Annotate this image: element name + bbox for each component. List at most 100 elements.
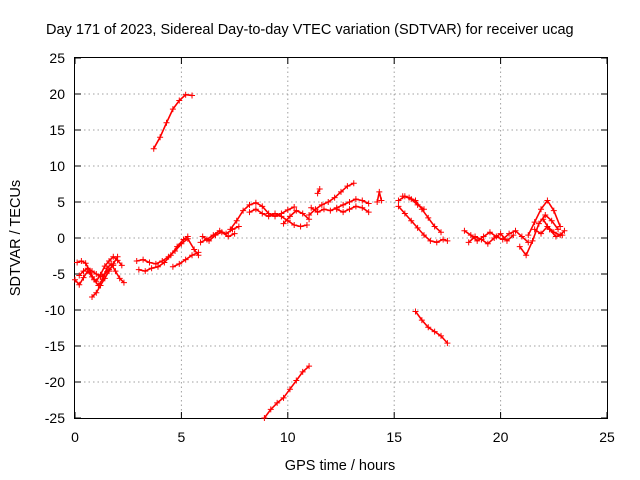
data-point <box>395 203 402 210</box>
data-point <box>365 200 372 207</box>
data-point <box>325 199 332 205</box>
data-point <box>120 279 127 286</box>
series-line <box>468 232 514 245</box>
data-point <box>106 266 113 273</box>
data-point <box>531 226 538 233</box>
data-point <box>152 260 159 267</box>
series-line <box>414 310 448 344</box>
data-point <box>189 92 196 99</box>
data-point <box>314 190 321 197</box>
data-point <box>293 207 300 214</box>
data-point <box>195 249 202 256</box>
data-point <box>338 188 344 195</box>
data-point <box>112 268 119 275</box>
y-tick-label: 15 <box>49 122 65 138</box>
series-arc-16 <box>333 203 372 216</box>
data-point <box>548 217 555 224</box>
x-tick-label: 15 <box>386 429 402 445</box>
data-point <box>146 259 153 266</box>
series-arc-11 <box>227 199 298 233</box>
data-point <box>135 266 142 273</box>
series-line <box>310 198 370 213</box>
data-point <box>408 217 415 224</box>
data-point <box>461 227 468 234</box>
series-line <box>249 208 308 228</box>
data-point <box>525 232 532 239</box>
data-point <box>376 188 383 195</box>
data-point <box>346 206 353 213</box>
data-point <box>350 180 357 187</box>
series-arc-10 <box>199 229 238 244</box>
data-point <box>197 239 204 246</box>
data-point <box>293 377 300 384</box>
data-point <box>401 210 408 217</box>
data-point <box>246 201 253 208</box>
data-point <box>561 227 568 234</box>
series-arc-18 <box>374 188 385 205</box>
x-tick-label: 5 <box>178 429 186 445</box>
data-point <box>97 282 104 289</box>
data-point <box>523 252 530 259</box>
data-point <box>297 223 304 230</box>
data-point <box>163 119 170 126</box>
data-point <box>408 196 415 203</box>
data-point <box>169 263 176 270</box>
data-point <box>467 232 474 239</box>
data-point <box>425 214 432 221</box>
data-point <box>80 268 87 275</box>
data-point <box>259 203 266 210</box>
data-point <box>82 260 89 267</box>
data-point <box>265 213 272 220</box>
data-point <box>540 216 547 223</box>
data-point <box>427 237 434 244</box>
data-point <box>314 209 321 216</box>
series-line <box>263 365 310 419</box>
data-point <box>80 274 87 281</box>
data-point <box>184 235 191 242</box>
data-point <box>378 197 385 204</box>
data-point <box>306 363 313 370</box>
data-point <box>233 217 240 224</box>
data-point <box>76 272 83 279</box>
data-point <box>535 220 542 227</box>
data-point <box>240 207 247 214</box>
y-axis-label: SDTVAR / TECUs <box>8 180 24 296</box>
data-point <box>414 224 421 231</box>
data-point <box>267 406 274 413</box>
data-point <box>140 256 147 263</box>
y-tick-label: -20 <box>45 374 65 390</box>
y-axis-ticks: -25 -20 -15 -10 -5 0 5 10 15 20 25 <box>45 50 607 426</box>
data-point <box>472 233 479 240</box>
series-line <box>336 205 370 213</box>
series-arc-20 <box>395 203 451 246</box>
data-point <box>425 324 432 331</box>
data-point <box>76 281 83 288</box>
data-point <box>542 211 549 218</box>
data-point <box>518 233 525 240</box>
data-point <box>529 237 536 244</box>
plot-frame <box>74 57 608 419</box>
data-point <box>306 211 313 218</box>
series-arc-29 <box>540 216 566 240</box>
data-point <box>474 237 481 244</box>
data-point <box>189 252 196 259</box>
data-point <box>503 237 510 244</box>
data-point <box>286 386 293 393</box>
series-arc-25 <box>465 230 517 247</box>
x-tick-label: 10 <box>280 429 296 445</box>
data-point <box>114 253 121 260</box>
data-point <box>74 259 81 266</box>
data-point <box>420 206 427 213</box>
data-point <box>178 240 185 247</box>
data-point <box>252 199 259 206</box>
data-point <box>331 194 338 201</box>
data-point <box>118 262 125 269</box>
data-point <box>444 340 451 347</box>
data-point <box>552 233 559 240</box>
data-point <box>538 230 545 237</box>
data-point <box>299 210 306 217</box>
data-point <box>218 229 225 236</box>
data-point <box>299 368 306 375</box>
data-point <box>261 415 268 421</box>
data-point <box>431 328 438 335</box>
